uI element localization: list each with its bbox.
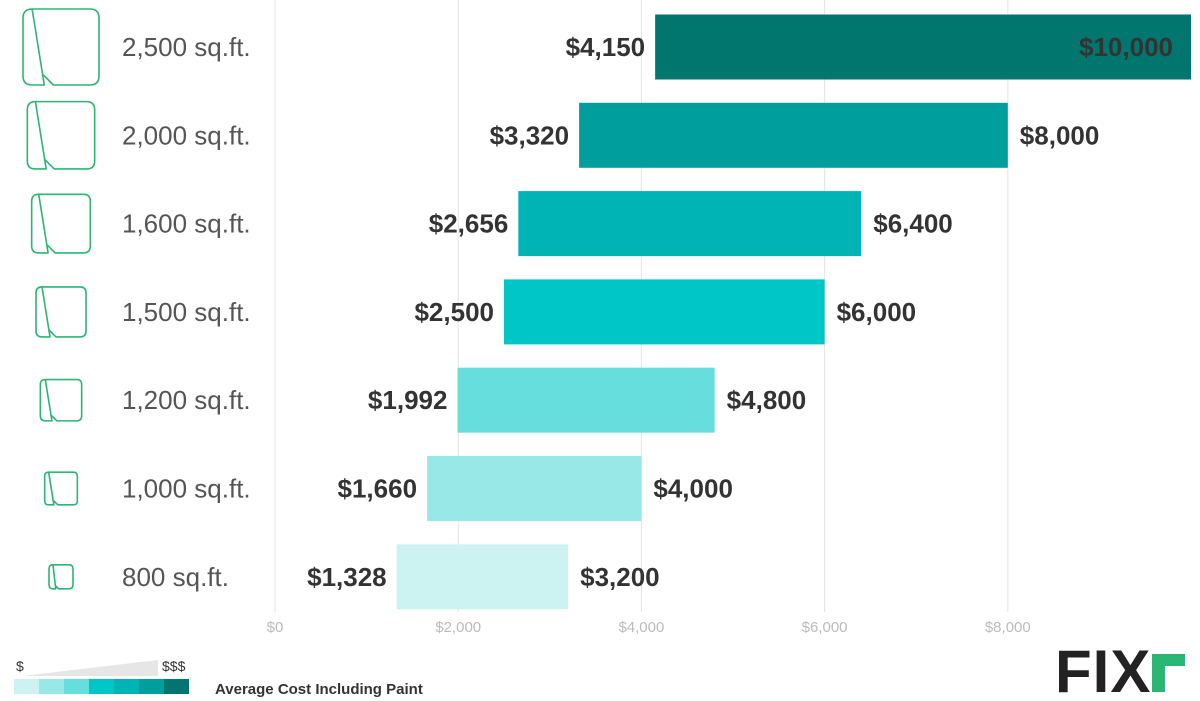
value-labels-group: $4,150 $10,000 $3,320 $8,000 $2,656 $6,400 $2,…	[307, 32, 1173, 592]
legend: $ $$$ Average Cost Including Paint	[14, 658, 423, 698]
legend-swatch	[89, 679, 114, 694]
legend-swatch	[14, 679, 39, 694]
x-tick-label: $8,000	[985, 619, 1031, 636]
high-value-label: $4,800	[727, 385, 807, 415]
low-value-label: $4,150	[566, 32, 646, 62]
high-value-label: $8,000	[1020, 120, 1100, 150]
category-labels-group: 2,500 sq.ft. 2,000 sq.ft. 1,600 sq.ft. 1,50…	[122, 32, 251, 592]
room-floorplan-icon	[22, 8, 100, 86]
legend-low-symbol: $	[16, 658, 24, 674]
low-value-label: $1,992	[368, 385, 448, 415]
range-bar	[457, 367, 715, 433]
legend-swatch	[39, 679, 64, 694]
room-floorplan-icon	[48, 564, 74, 590]
low-value-label: $2,656	[429, 209, 509, 239]
legend-swatch	[164, 679, 189, 694]
category-label: 1,000 sq.ft.	[122, 474, 251, 504]
room-floorplan-icon	[43, 471, 79, 506]
x-tick-label: $0	[267, 619, 284, 636]
range-bar	[396, 544, 569, 610]
range-bar	[504, 279, 825, 345]
category-label: 1,500 sq.ft.	[122, 297, 251, 327]
category-label: 2,000 sq.ft.	[122, 120, 251, 150]
fixr-logo-r-mark	[1152, 654, 1185, 692]
room-floorplan-icon	[39, 378, 83, 422]
high-value-label: $4,000	[653, 474, 733, 504]
legend-cost-wedge	[22, 660, 158, 676]
high-value-label: $6,000	[837, 297, 917, 327]
low-value-label: $3,320	[490, 120, 570, 150]
range-bar	[655, 14, 1191, 80]
legend-high-symbol: $$$	[162, 658, 186, 674]
x-tick-labels-group: $0 $2,000 $4,000 $6,000 $8,000	[267, 619, 1031, 636]
high-value-label: $6,400	[873, 209, 953, 239]
room-floorplan-icon	[35, 286, 87, 338]
legend-label: Average Cost Including Paint	[215, 681, 423, 698]
legend-swatch	[64, 679, 89, 694]
fixr-logo-text: FIX	[1055, 638, 1151, 701]
high-value-label: $3,200	[580, 562, 660, 592]
high-value-label: $10,000	[1079, 32, 1173, 62]
x-tick-label: $2,000	[435, 619, 481, 636]
legend-swatch	[114, 679, 139, 694]
room-icons-group	[22, 8, 100, 590]
fixr-logo: FIX	[1055, 638, 1185, 701]
category-label: 1,200 sq.ft.	[122, 385, 251, 415]
x-tick-label: $4,000	[618, 619, 664, 636]
x-tick-label: $6,000	[802, 619, 848, 636]
range-bar	[579, 102, 1008, 168]
range-bar	[518, 191, 862, 257]
category-label: 800 sq.ft.	[122, 562, 229, 592]
category-label: 1,600 sq.ft.	[122, 209, 251, 239]
range-bar	[427, 456, 642, 521]
low-value-label: $1,660	[338, 474, 418, 504]
room-floorplan-icon	[26, 100, 96, 170]
low-value-label: $1,328	[307, 562, 387, 592]
legend-swatch	[139, 679, 164, 694]
bars-group	[396, 14, 1191, 610]
room-floorplan-icon	[30, 193, 92, 254]
low-value-label: $2,500	[414, 297, 494, 327]
legend-swatches	[14, 679, 189, 694]
category-label: 2,500 sq.ft.	[122, 32, 251, 62]
